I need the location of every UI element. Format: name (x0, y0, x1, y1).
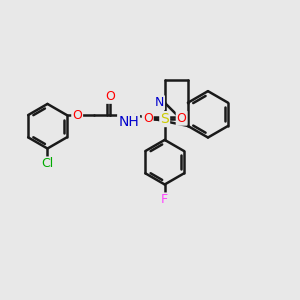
Text: NH: NH (118, 115, 139, 129)
Text: N: N (155, 96, 164, 109)
Text: O: O (72, 109, 82, 122)
Text: F: F (161, 194, 168, 206)
Text: S: S (160, 112, 169, 126)
Text: O: O (143, 112, 153, 125)
Text: O: O (105, 90, 115, 103)
Text: O: O (177, 112, 187, 125)
Text: Cl: Cl (41, 158, 54, 170)
